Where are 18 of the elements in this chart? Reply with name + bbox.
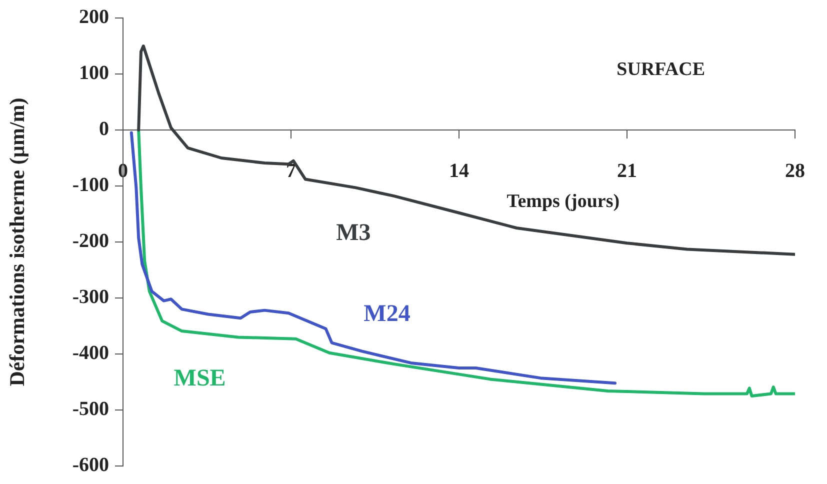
y-tick-label: 100 [79, 62, 109, 84]
x-axis-title: Temps (jours) [506, 190, 620, 212]
y-axis-title: Déformations isotherme (µm/m) [5, 98, 30, 386]
series-label: MSE [174, 365, 226, 392]
y-tick-label: -400 [72, 342, 109, 364]
y-tick-label: -300 [72, 286, 109, 308]
series-label: M3 [336, 220, 371, 246]
x-tick-label: 14 [449, 160, 469, 182]
y-tick-label: -500 [72, 398, 109, 420]
y-tick-label: -100 [72, 174, 109, 196]
y-tick-label: 0 [99, 118, 109, 140]
y-tick-label: -200 [72, 230, 109, 252]
series-label: M24 [364, 301, 410, 328]
annotation: SURFACE [616, 58, 705, 80]
y-tick-label: 200 [79, 6, 109, 28]
y-tick-label: -600 [72, 454, 109, 476]
x-tick-label: 28 [785, 160, 805, 182]
x-tick-label: 21 [617, 160, 637, 182]
